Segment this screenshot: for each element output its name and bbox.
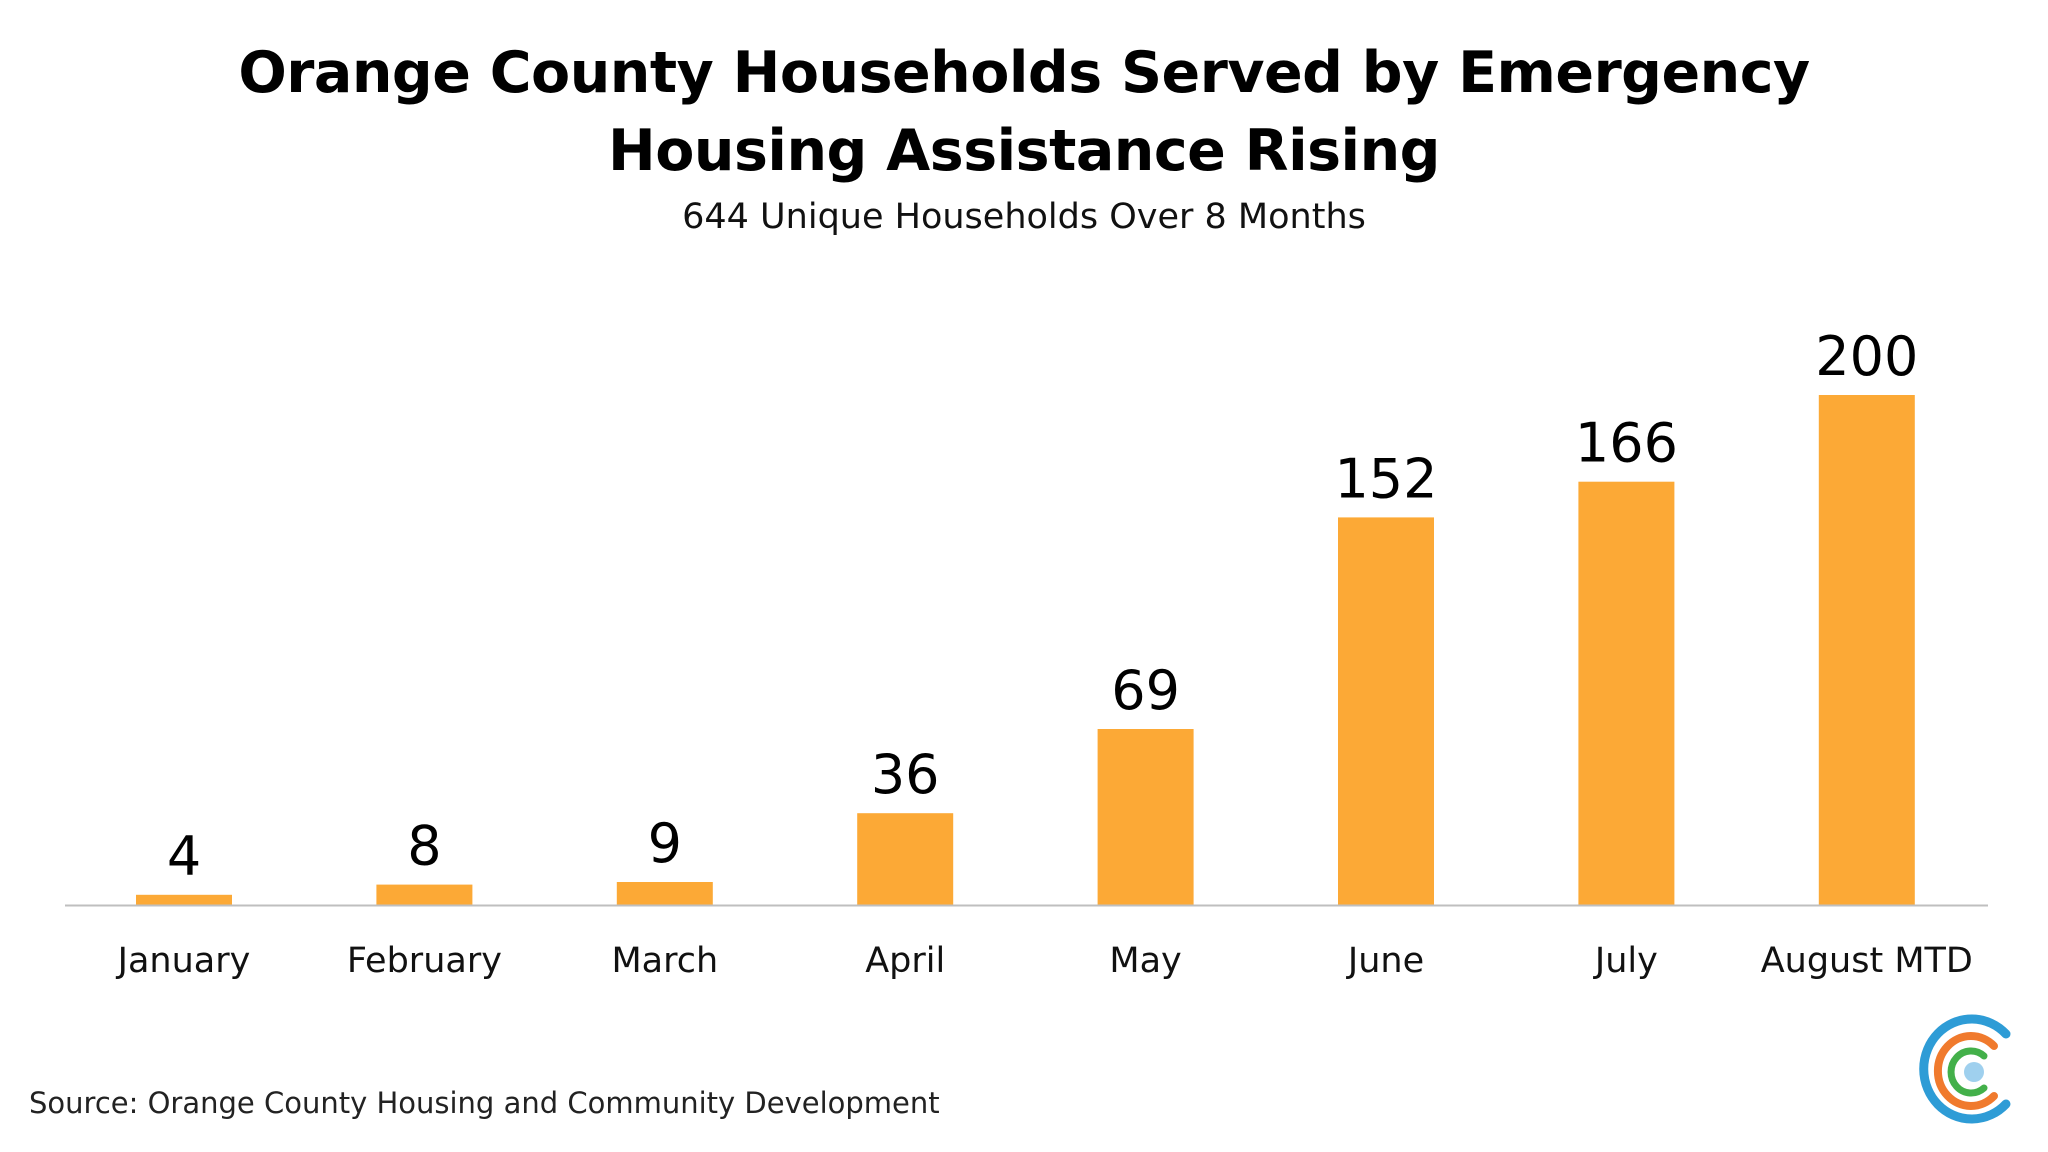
value-label: 4: [167, 825, 201, 888]
bar-january: [136, 894, 232, 905]
brand-c-logo-icon: [1919, 1014, 2011, 1124]
category-label: February: [347, 941, 502, 981]
category-label: July: [1593, 941, 1658, 981]
category-label: April: [865, 941, 945, 981]
value-label: 9: [648, 812, 682, 875]
value-label: 8: [407, 815, 441, 878]
category-label: June: [1346, 941, 1424, 981]
value-label: 166: [1575, 412, 1678, 475]
bar-july: [1578, 481, 1675, 905]
bar-march: [616, 882, 713, 905]
value-label: 36: [871, 743, 940, 806]
chart-subtitle: 644 Unique Households Over 8 Months: [682, 197, 1366, 237]
category-label: January: [116, 941, 251, 981]
bar-april: [857, 813, 954, 905]
bar-may: [1097, 729, 1194, 905]
bar-august-mtd: [1818, 395, 1915, 905]
value-labels-group: 4 8 9 36 69 152 166 200: [167, 325, 1919, 888]
bar-june: [1338, 517, 1434, 905]
category-label: May: [1109, 941, 1181, 981]
chart-title: Orange County Households Served by Emerg…: [0, 34, 2048, 190]
category-labels-group: January February March April May June July Augu…: [116, 941, 1973, 981]
category-label: March: [611, 941, 718, 981]
source-note: Source: Orange County Housing and Commun…: [29, 1086, 940, 1120]
value-label: 152: [1334, 447, 1437, 510]
bars-group: [136, 395, 1915, 905]
category-label: August MTD: [1761, 941, 1973, 981]
chart-title-text: Orange County Households Served by Emerg…: [238, 40, 1810, 184]
bar-february: [376, 884, 473, 905]
value-label: 200: [1815, 325, 1918, 388]
value-label: 69: [1111, 659, 1180, 722]
